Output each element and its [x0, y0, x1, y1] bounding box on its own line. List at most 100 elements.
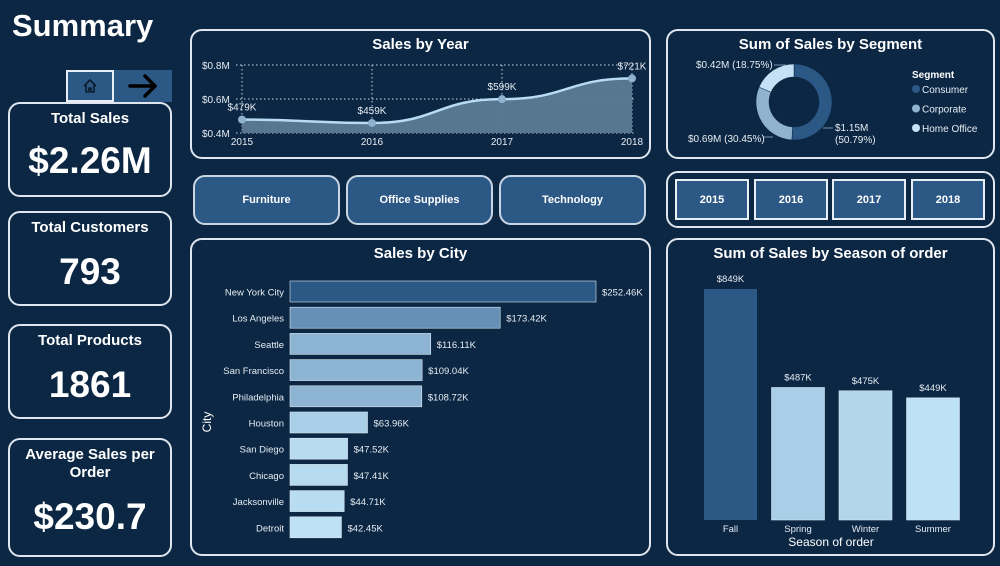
sales-by-season-chart: $849K Fall $487K Spring $475K Winter $449K Summ…	[704, 274, 960, 549]
kpi-card-total-sales: Total Sales $2.26M	[8, 102, 172, 197]
category-label: Jacksonville	[233, 497, 284, 508]
data-label: $449K	[919, 383, 947, 394]
x-tick-label: 2018	[621, 137, 644, 148]
sales-by-season-card: Sum of Sales by Season of order $849K Fal…	[666, 238, 995, 556]
kpi-title: Total Sales	[50, 110, 130, 127]
filter-furniture-button[interactable]: Furniture	[193, 175, 340, 225]
bar-houston	[289, 411, 368, 434]
donut-slice-corporate	[755, 86, 793, 141]
kpi-value: $2.26M	[28, 140, 152, 181]
data-label: $44.71K	[350, 497, 386, 508]
area-fill	[242, 78, 632, 133]
data-label: $108.72K	[428, 392, 469, 403]
data-label: $63.96K	[374, 419, 410, 430]
data-point	[368, 118, 376, 127]
legend-marker	[912, 85, 920, 93]
bar-san-francisco	[289, 359, 423, 381]
sales-by-city-chart: City New York City $252.46K Los Angeles $173…	[200, 280, 643, 539]
donut-slice-consumer	[791, 63, 833, 141]
filter-year-2015-button[interactable]: 2015	[675, 179, 749, 220]
x-axis-label: Season of order	[788, 535, 873, 549]
sales-by-year-chart: $0.4M $0.6M $0.8M 2015 2016 2017 2018 $479K $459…	[202, 61, 647, 148]
data-label: $599K	[488, 82, 517, 93]
x-tick-label: 2016	[361, 137, 384, 148]
page-title: Summary	[12, 8, 154, 43]
filter-office-supplies-button[interactable]: Office Supplies	[346, 175, 493, 225]
data-label: $479K	[228, 103, 257, 114]
kpi-value: 1861	[48, 364, 132, 405]
y-tick-label: $0.8M	[202, 61, 230, 72]
category-label: Spring	[784, 524, 811, 535]
data-label: $42.45K	[347, 523, 383, 534]
category-label: Summer	[915, 524, 951, 535]
data-point	[498, 95, 506, 104]
bar-san-diego	[289, 437, 348, 460]
legend-title: Segment	[912, 70, 955, 81]
data-label: $47.41K	[353, 471, 389, 482]
bar-winter	[838, 390, 893, 521]
data-label: $173.42K	[506, 314, 547, 325]
category-label: Fall	[723, 524, 738, 535]
sales-by-city-card: Sales by City City New York City $252.46K L…	[190, 238, 651, 556]
bar-los-angeles	[289, 306, 501, 329]
data-label: $252.46K	[602, 288, 643, 299]
chart-title: Sales by Year	[372, 36, 469, 53]
kpi-title: Total Products	[38, 332, 142, 349]
chart-title: Sum of Sales by Segment	[738, 36, 923, 53]
data-label: $0.42M (18.75%)	[696, 60, 773, 71]
bar-spring	[771, 387, 825, 521]
legend-label: Consumer	[922, 85, 969, 96]
category-label: Chicago	[249, 471, 284, 482]
category-label: San Diego	[240, 445, 284, 456]
sales-by-segment-card: Sum of Sales by Segment $1.15M (50.79%) $0…	[666, 29, 995, 159]
data-point	[628, 74, 636, 83]
data-label: $849K	[717, 274, 745, 285]
data-point	[238, 115, 246, 124]
kpi-title: Average Sales per Order	[25, 446, 155, 481]
data-label: $475K	[852, 376, 880, 387]
category-label: New York City	[225, 288, 284, 299]
bar-seattle	[289, 333, 432, 355]
category-label: Seattle	[254, 340, 284, 351]
sales-by-segment-chart: $1.15M(50.79%) $0.69M (30.45%) $0.42M (18.…	[688, 60, 978, 146]
data-label: $1.15M	[835, 123, 868, 134]
y-tick-label: $0.4M	[202, 129, 230, 140]
x-tick-label: 2017	[491, 137, 514, 148]
filter-year-2016-button[interactable]: 2016	[754, 179, 828, 220]
bar-new-york-city	[289, 280, 597, 303]
arrow-right-icon	[128, 74, 157, 98]
category-label: Winter	[852, 524, 879, 535]
chart-title: Sum of Sales by Season of order	[713, 245, 948, 262]
kpi-title: Total Customers	[31, 219, 149, 236]
data-label: $721K	[618, 61, 647, 72]
category-label: Philadelphia	[232, 392, 284, 403]
category-label: San Francisco	[223, 366, 284, 377]
sales-by-year-card: Sales by Year $0.4M $0.6M $0.8M 2015 2016 201…	[190, 29, 651, 159]
category-label: Los Angeles	[232, 314, 284, 325]
data-label: (50.79%)	[835, 135, 876, 146]
kpi-value: $230.7	[33, 496, 147, 537]
data-label: $109.04K	[428, 366, 469, 377]
legend-label: Home Office	[922, 124, 978, 135]
kpi-card-total-products: Total Products 1861	[8, 324, 172, 419]
data-label: $459K	[358, 106, 387, 117]
filter-technology-button[interactable]: Technology	[499, 175, 646, 225]
filter-year-2018-button[interactable]: 2018	[911, 179, 985, 220]
kpi-card-average-sales-per-order: Average Sales per Order $230.7	[8, 438, 172, 557]
category-label: Houston	[249, 419, 284, 430]
data-label: $47.52K	[354, 445, 390, 456]
y-tick-label: $0.6M	[202, 95, 230, 106]
next-page-button[interactable]	[114, 70, 172, 102]
home-button[interactable]	[66, 70, 114, 102]
kpi-value: 793	[59, 251, 121, 292]
legend-marker	[912, 124, 920, 132]
x-tick-label: 2015	[231, 137, 254, 148]
category-label: Detroit	[256, 523, 284, 534]
bar-fall	[704, 289, 757, 520]
bar-detroit	[289, 516, 342, 539]
filter-year-2017-button[interactable]: 2017	[832, 179, 906, 220]
home-icon	[83, 79, 97, 93]
chart-title: Sales by City	[373, 245, 468, 262]
legend-label: Corporate	[922, 105, 967, 116]
bar-chicago	[289, 464, 348, 486]
